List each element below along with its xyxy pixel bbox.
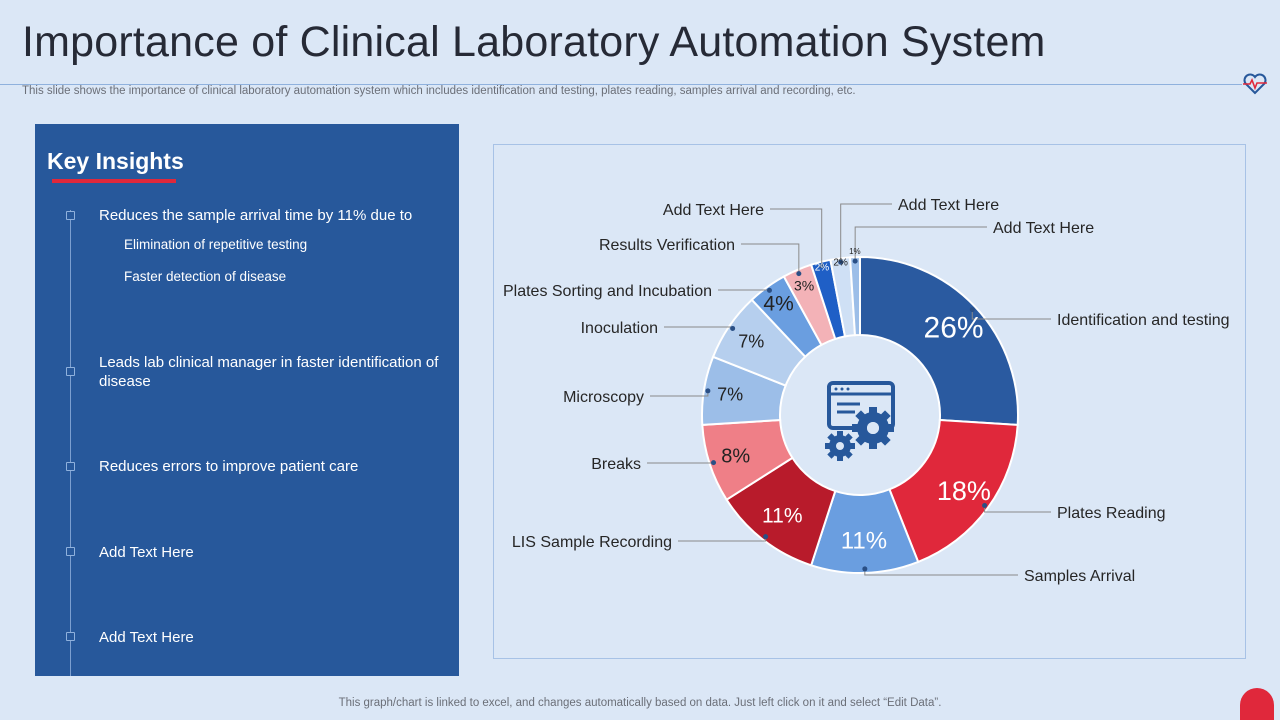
key-insights-heading: Key Insights <box>47 148 184 174</box>
insight-item: Add Text Here <box>99 629 194 646</box>
category-label: Plates Reading <box>1057 505 1166 522</box>
category-label: Inoculation <box>581 320 658 337</box>
insight-item: Add Text Here <box>99 544 194 561</box>
timeline-bullet <box>66 367 75 376</box>
timeline-bullet <box>66 462 75 471</box>
category-label: Results Verification <box>599 237 735 254</box>
title-divider <box>0 84 1242 85</box>
timeline-bullet <box>66 632 75 641</box>
slice-value-label: 7% <box>738 331 764 351</box>
leader-line <box>971 309 1051 320</box>
insight-item: Reduces the sample arrival time by 11% d… <box>99 207 413 224</box>
leader-dot <box>852 258 858 264</box>
heading-underline <box>52 179 176 183</box>
slice-value-label: 7% <box>717 385 743 405</box>
sub-insight-item: Faster detection of disease <box>124 269 287 284</box>
category-label: Microscopy <box>563 389 644 406</box>
donut-slice[interactable] <box>888 418 1019 564</box>
category-label: Add Text Here <box>663 202 764 219</box>
key-insights-panel: Key Insights Reduces the sample arrival … <box>35 124 459 676</box>
leader-dot <box>705 388 711 394</box>
slice-value-label: 26% <box>924 312 984 345</box>
leader-dot <box>711 460 717 466</box>
leader-line <box>741 243 800 274</box>
category-label: Breaks <box>591 456 641 473</box>
category-label: Add Text Here <box>898 197 999 214</box>
leader-dot <box>838 259 844 265</box>
leader-dot <box>766 287 772 293</box>
category-label: Plates Sorting and Incubation <box>503 283 712 300</box>
page-title: Importance of Clinical Laboratory Automa… <box>22 18 1046 66</box>
donut-slice[interactable] <box>859 255 1020 426</box>
leader-line <box>650 390 709 397</box>
leader-line <box>664 326 734 329</box>
settings-gears-icon <box>825 381 895 461</box>
leader-dot <box>969 307 975 313</box>
leader-line <box>678 536 767 542</box>
timeline-bullet <box>66 547 75 556</box>
category-label: Add Text Here <box>993 220 1094 237</box>
slice-value-label: 1% <box>849 247 861 256</box>
donut-slice[interactable] <box>849 255 861 337</box>
slice-value-label: 2% <box>815 262 830 273</box>
slice-value-label: 11% <box>762 505 802 528</box>
slice-value-label: 3% <box>794 278 814 294</box>
corner-decoration <box>1240 688 1274 720</box>
insight-item: Leads lab clinical manager in faster ide… <box>99 354 439 390</box>
leader-dot <box>982 503 988 509</box>
timeline-bullet <box>66 211 75 220</box>
heartbeat-icon <box>1243 73 1267 95</box>
category-label: Identification and testing <box>1057 312 1230 329</box>
leader-line <box>984 505 1051 513</box>
leader-dot <box>862 566 868 572</box>
leader-line <box>770 208 823 266</box>
leader-dot <box>819 263 825 269</box>
category-label: LIS Sample Recording <box>512 534 672 551</box>
category-label: Samples Arrival <box>1024 568 1135 585</box>
slice-value-label: 8% <box>721 445 750 467</box>
leader-dot <box>763 534 769 540</box>
leader-dot <box>796 271 802 277</box>
page-subtitle: This slide shows the importance of clini… <box>22 85 856 97</box>
sub-insight-item: Elimination of repetitive testing <box>124 237 308 252</box>
slice-value-label: 2% <box>833 257 848 268</box>
slice-value-label: 11% <box>841 528 887 555</box>
leader-line <box>854 226 987 262</box>
leader-line <box>840 203 892 263</box>
chart-frame <box>493 144 1246 659</box>
leader-dot <box>730 325 736 331</box>
timeline-line <box>70 210 71 676</box>
slice-value-label: 18% <box>937 476 991 506</box>
footer-note: This graph/chart is linked to excel, and… <box>338 697 942 709</box>
insight-item: Reduces errors to improve patient care <box>99 458 359 475</box>
slice-value-label: 4% <box>763 292 793 315</box>
